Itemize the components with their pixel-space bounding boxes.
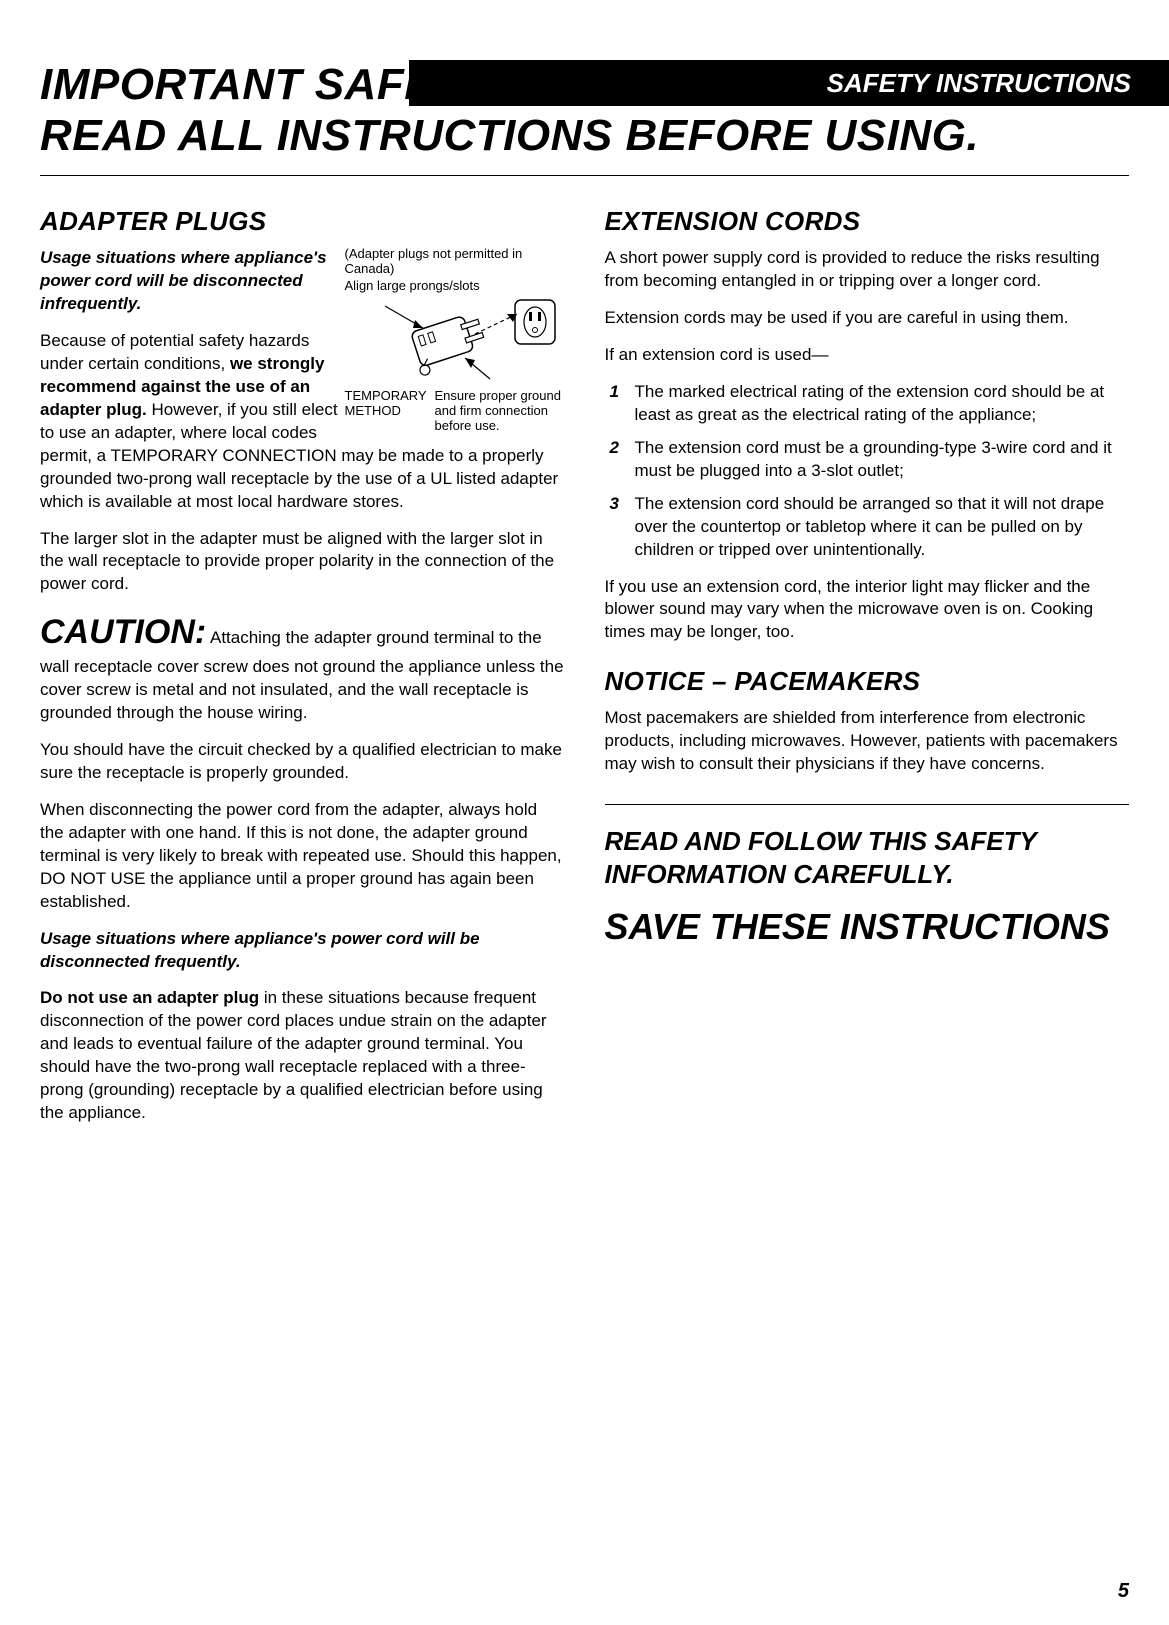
section-divider: [605, 804, 1130, 805]
extension-cord-list: 1 The marked electrical rating of the ext…: [605, 381, 1130, 562]
right-column: EXTENSION CORDS A short power supply cor…: [605, 206, 1130, 1139]
fig-note-canada: (Adapter plugs not permitted in Canada): [345, 247, 565, 277]
list-item: 3The extension cord should be arranged s…: [635, 493, 1130, 562]
list-item: 1The marked electrical rating of the ext…: [635, 381, 1130, 427]
p6b: in these situations because frequent dis…: [40, 988, 547, 1122]
p6a: Do not use an adapter plug: [40, 988, 259, 1007]
li3-text: The extension cord should be arranged so…: [635, 494, 1105, 559]
adapter-paragraph-6: Do not use an adapter plug in these situ…: [40, 987, 565, 1125]
left-column: ADAPTER PLUGS (Adapter plugs not permitt…: [40, 206, 565, 1139]
page-number: 5: [1118, 1580, 1129, 1603]
list-item: 2The extension cord must be a grounding-…: [635, 437, 1130, 483]
fig-align-label: Align large prongs/slots: [345, 279, 565, 294]
adapter-plug-icon: [345, 294, 565, 389]
header-bar: SAFETY INSTRUCTIONS: [409, 60, 1169, 106]
num-2: 2: [610, 437, 619, 460]
title-divider: [40, 175, 1129, 176]
content-columns: ADAPTER PLUGS (Adapter plugs not permitt…: [40, 206, 1129, 1139]
fig-temp-method: TEMPORARY METHOD: [345, 389, 425, 434]
li2-text: The extension cord must be a grounding-t…: [635, 438, 1112, 480]
adapter-paragraph-4: You should have the circuit checked by a…: [40, 739, 565, 785]
num-1: 1: [610, 381, 619, 404]
pacemaker-text: Most pacemakers are shielded from interf…: [605, 707, 1130, 776]
usage1-text: Usage situations where appliance's power…: [40, 248, 327, 313]
adapter-figure: (Adapter plugs not permitted in Canada) …: [345, 247, 565, 434]
ext-p2: Extension cords may be used if you are c…: [605, 307, 1130, 330]
adapter-paragraph-2: The larger slot in the adapter must be a…: [40, 528, 565, 597]
adapter-paragraph-5: When disconnecting the power cord from t…: [40, 799, 565, 914]
read-follow-heading: READ AND FOLLOW THIS SAFETY INFORMATION …: [605, 825, 1130, 890]
ext-p3: If an extension cord is used—: [605, 344, 1130, 367]
heading-pacemakers: NOTICE – PACEMAKERS: [605, 666, 1130, 697]
caution-label: CAUTION:: [40, 613, 206, 651]
li1-text: The marked electrical rating of the exte…: [635, 382, 1105, 424]
num-3: 3: [610, 493, 619, 516]
heading-adapter-plugs: ADAPTER PLUGS: [40, 206, 565, 237]
ext-p1: A short power supply cord is provided to…: [605, 247, 1130, 293]
ext-p4: If you use an extension cord, the interi…: [605, 576, 1130, 645]
title-line-2: READ ALL INSTRUCTIONS BEFORE USING.: [40, 111, 979, 160]
caution-paragraph: CAUTION: Attaching the adapter ground te…: [40, 610, 565, 725]
usage2-text: Usage situations where appliance's power…: [40, 929, 480, 971]
save-instructions: SAVE THESE INSTRUCTIONS: [605, 906, 1130, 948]
heading-extension-cords: EXTENSION CORDS: [605, 206, 1130, 237]
fig-ensure-ground: Ensure proper ground and firm connection…: [435, 389, 565, 434]
usage-situation-2: Usage situations where appliance's power…: [40, 928, 565, 974]
